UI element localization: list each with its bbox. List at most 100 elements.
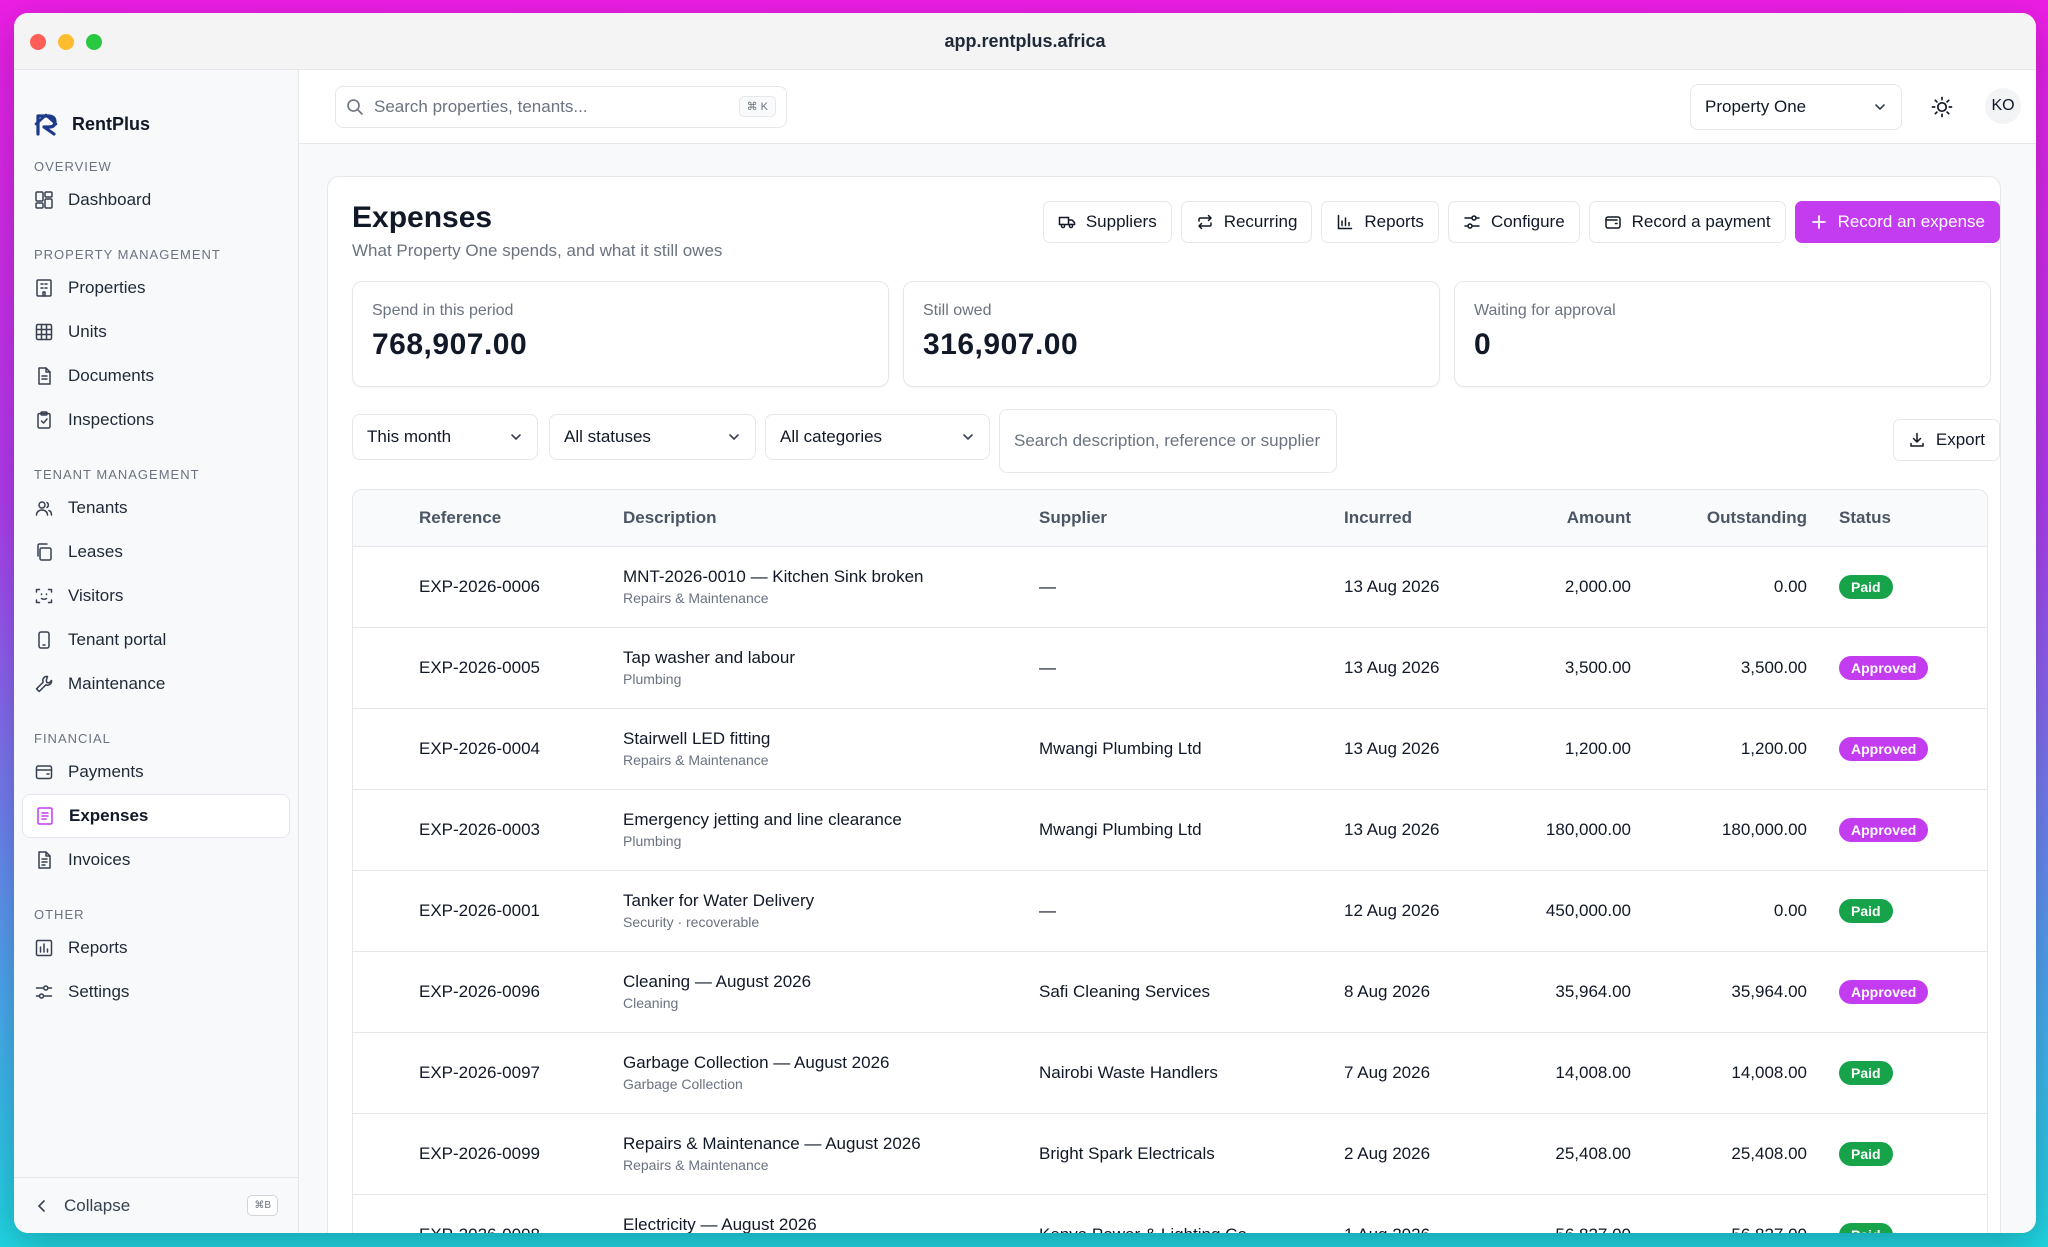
sun-icon[interactable] [1930, 95, 1954, 119]
table-row[interactable]: EXP-2026-0099 Repairs & Maintenance — Aug… [353, 1114, 1987, 1195]
configure-button[interactable]: Configure [1447, 201, 1580, 243]
table-row[interactable]: EXP-2026-0004 Stairwell LED fitting Repair… [353, 709, 1987, 790]
collapse-button[interactable]: Collapse ⌘B [14, 1177, 298, 1233]
sidebar-item-invoices[interactable]: Invoices [22, 838, 290, 882]
header-amount[interactable]: Amount [1566, 508, 1631, 527]
reports-button[interactable]: Reports [1321, 201, 1439, 243]
table-row[interactable]: EXP-2026-0003 Emergency jetting and line … [353, 790, 1987, 871]
sidebar-item-documents[interactable]: Documents [22, 354, 290, 398]
stat-spend: Spend in this period 768,907.00 [352, 281, 889, 387]
description-text: Emergency jetting and line clearance [623, 810, 902, 829]
description-text: Cleaning — August 2026 [623, 972, 812, 991]
collapse-shortcut: ⌘B [247, 1195, 278, 1216]
table-row[interactable]: EXP-2026-0005 Tap washer and labour Plumbi… [353, 628, 1987, 709]
minimize-window-button[interactable] [58, 34, 74, 50]
category-filter[interactable]: All categories [765, 414, 990, 460]
cell-reference: EXP-2026-0097 [419, 1063, 540, 1082]
configure-label: Configure [1490, 212, 1565, 231]
top-bar: Search properties, tenants... ⌘ K Proper… [299, 70, 2036, 144]
brand[interactable]: RentPlus [14, 70, 298, 156]
sidebar-item-label: Properties [68, 278, 146, 297]
expense-search-input[interactable]: Search description, reference or supplie… [999, 409, 1337, 473]
sidebar-item-tenants[interactable]: Tenants [22, 486, 290, 530]
record-expense-button[interactable]: Record an expense [1794, 201, 2000, 243]
chart-icon [35, 939, 53, 957]
cell-reference: EXP-2026-0004 [419, 739, 540, 758]
sidebar-item-settings[interactable]: Settings [22, 970, 290, 1014]
sidebar-item-label: Tenants [68, 498, 128, 517]
sidebar-item-properties[interactable]: Properties [22, 266, 290, 310]
table-row[interactable]: EXP-2026-0096 Cleaning — August 2026 Clean… [353, 952, 1987, 1033]
header-status[interactable]: Status [1839, 508, 1891, 527]
category-text: Repairs & Maintenance [623, 1157, 769, 1173]
sidebar-item-expenses[interactable]: Expenses [22, 794, 290, 838]
cell-incurred: 8 Aug 2026 [1344, 982, 1431, 1001]
description-text: Repairs & Maintenance — August 2026 [623, 1134, 921, 1153]
document-icon [38, 367, 51, 385]
brand-name: RentPlus [72, 113, 151, 134]
global-search-input[interactable]: Search properties, tenants... ⌘ K [335, 85, 787, 128]
suppliers-button[interactable]: Suppliers [1042, 201, 1172, 243]
category-text: Plumbing [623, 671, 682, 687]
cell-supplier: — [1039, 577, 1056, 596]
table-row[interactable]: EXP-2026-0001 Tanker for Water Delivery Se… [353, 871, 1987, 952]
category-text: Repairs & Maintenance [623, 590, 769, 606]
status-badge: Approved [1839, 818, 1929, 842]
browser-window: app.rentplus.africa RentPlus OVERVIEW Das… [14, 13, 2036, 1233]
cell-outstanding: 1,200.00 [1740, 739, 1807, 758]
maximize-window-button[interactable] [86, 34, 102, 50]
search-placeholder: Search properties, tenants... [374, 96, 588, 116]
sidebar-item-tenant-portal[interactable]: Tenant portal [22, 618, 290, 662]
table-header: Reference Description Supplier Incurred … [353, 490, 1987, 547]
cell-incurred: 2 Aug 2026 [1344, 1144, 1431, 1163]
description-text: Tanker for Water Delivery [623, 891, 815, 910]
property-selector[interactable]: Property One [1690, 84, 1902, 130]
sidebar: RentPlus OVERVIEW Dashboard PROPERTY MANAG… [14, 70, 299, 1233]
sidebar-item-maintenance[interactable]: Maintenance [22, 662, 290, 706]
header-incurred[interactable]: Incurred [1344, 508, 1413, 527]
sidebar-item-inspections[interactable]: Inspections [22, 398, 290, 442]
sidebar-item-visitors[interactable]: Visitors [22, 574, 290, 618]
table-row[interactable]: EXP-2026-0006 MNT-2026-0010 — Kitchen Sin… [353, 547, 1987, 628]
sidebar-item-label: Payments [68, 762, 144, 781]
header-reference[interactable]: Reference [419, 508, 502, 527]
recurring-button[interactable]: Recurring [1180, 201, 1313, 243]
copy-icon [37, 543, 52, 561]
record-payment-button[interactable]: Record a payment [1588, 201, 1786, 243]
sidebar-item-dashboard[interactable]: Dashboard [22, 178, 290, 222]
period-filter[interactable]: This month [352, 414, 538, 460]
avatar[interactable]: KO [1985, 88, 2021, 124]
page-title: Expenses [352, 201, 493, 234]
cell-supplier: Safi Cleaning Services [1039, 982, 1211, 1001]
phone-icon [38, 631, 50, 649]
table-row[interactable]: EXP-2026-0097 Garbage Collection — August… [353, 1033, 1987, 1114]
sidebar-item-units[interactable]: Units [22, 310, 290, 354]
sidebar-item-label: Maintenance [68, 674, 166, 693]
period-value: This month [367, 427, 452, 446]
header-description[interactable]: Description [623, 508, 717, 527]
sidebar-item-reports[interactable]: Reports [22, 926, 290, 970]
sidebar-item-label: Units [68, 322, 107, 341]
close-window-button[interactable] [30, 34, 46, 50]
chevron-left-icon [37, 1199, 45, 1212]
sidebar-item-payments[interactable]: Payments [22, 750, 290, 794]
suppliers-label: Suppliers [1085, 212, 1157, 231]
sidebar-item-leases[interactable]: Leases [22, 530, 290, 574]
table-body: EXP-2026-0006 MNT-2026-0010 — Kitchen Sin… [353, 547, 1987, 1233]
main-content: Search properties, tenants... ⌘ K Proper… [299, 70, 2036, 1233]
status-filter[interactable]: All statuses [549, 414, 756, 460]
cell-incurred: 13 Aug 2026 [1344, 658, 1440, 677]
export-button[interactable]: Export [1892, 419, 2000, 461]
table-row[interactable]: EXP-2026-0098 Electricity — August 2026El… [353, 1195, 1987, 1233]
chevron-down-icon [1875, 104, 1885, 111]
header-supplier[interactable]: Supplier [1039, 508, 1108, 527]
cell-description: Garbage Collection — August 2026 Garbage … [623, 1053, 890, 1092]
status-badge: Approved [1839, 737, 1929, 761]
stat-label: Still owed [923, 302, 992, 319]
stat-value: 316,907.00 [923, 328, 1079, 361]
cell-reference: EXP-2026-0099 [419, 1144, 540, 1163]
expenses-table: Reference Description Supplier Incurred … [352, 489, 1988, 1233]
category-text: Security · recoverable [623, 914, 760, 930]
header-outstanding[interactable]: Outstanding [1706, 508, 1807, 527]
cell-supplier: Bright Spark Electricals [1039, 1144, 1215, 1163]
